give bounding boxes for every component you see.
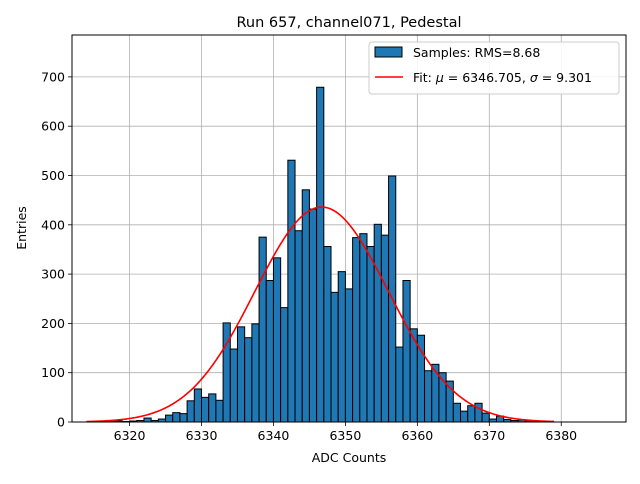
y-tick-label: 500	[41, 168, 65, 183]
histogram-bar	[266, 281, 273, 422]
x-tick-label: 6330	[186, 428, 218, 443]
histogram-bar	[288, 160, 295, 422]
histogram-bar	[144, 418, 151, 422]
histogram-bar	[324, 246, 331, 422]
histogram-bar	[273, 258, 280, 422]
y-tick-label: 700	[41, 69, 65, 84]
y-tick-label: 0	[57, 415, 65, 430]
x-tick-label: 6350	[329, 428, 361, 443]
histogram-bar	[338, 272, 345, 422]
histogram-bar	[432, 364, 439, 422]
histogram-bar	[374, 224, 381, 422]
y-axis-label: Entries	[14, 206, 29, 250]
histogram-bar	[302, 190, 309, 422]
x-tick-label: 6360	[401, 428, 433, 443]
histogram-bar	[173, 413, 180, 422]
legend-mu-symbol: μ	[435, 70, 444, 85]
histogram-bar	[216, 400, 223, 422]
histogram-bar	[425, 371, 432, 422]
y-tick-label: 200	[41, 316, 65, 331]
x-axis-label: ADC Counts	[312, 450, 387, 465]
legend-sigma-value: = 9.301	[538, 70, 592, 85]
histogram-bar	[317, 87, 324, 422]
histogram-bar	[295, 231, 302, 422]
histogram-bar	[281, 308, 288, 422]
histogram-bar	[245, 338, 252, 422]
histogram-bar	[194, 389, 201, 422]
histogram-bar	[461, 411, 468, 422]
legend: Samples: RMS=8.68 Fit: μ = 6346.705, σ =…	[369, 42, 619, 94]
histogram-bar	[396, 347, 403, 422]
legend-fit-label: Fit: μ = 6346.705, σ = 9.301	[413, 70, 592, 85]
histogram-bar	[331, 292, 338, 422]
histogram-bar	[209, 394, 216, 422]
histogram-bar	[453, 403, 460, 422]
histogram-bar	[353, 238, 360, 422]
histogram-bar	[360, 234, 367, 422]
histogram-bar	[230, 349, 237, 422]
legend-fit-prefix: Fit:	[413, 70, 436, 85]
x-tick-label: 6380	[545, 428, 577, 443]
histogram-bar	[468, 406, 475, 422]
histogram-bar	[482, 413, 489, 422]
legend-samples-swatch	[375, 47, 402, 57]
histogram-bar	[259, 237, 266, 422]
histogram-bar	[417, 335, 424, 422]
y-tick-label: 600	[41, 119, 65, 134]
x-tick-label: 6340	[258, 428, 290, 443]
histogram-bar	[180, 414, 187, 422]
histogram-bar	[381, 235, 388, 422]
histogram-bar	[166, 415, 173, 422]
x-tick-label: 6370	[473, 428, 505, 443]
histogram-bar	[237, 327, 244, 422]
histogram-bar	[309, 209, 316, 422]
histogram-bar	[403, 281, 410, 422]
histogram-bar	[252, 324, 259, 422]
histogram-bar	[345, 289, 352, 422]
y-tick-label: 100	[41, 365, 65, 380]
histogram-bar	[187, 401, 194, 422]
histogram-bar	[367, 246, 374, 422]
y-tick-label: 400	[41, 217, 65, 232]
x-tick-label: 6320	[114, 428, 146, 443]
histogram-bar	[202, 397, 209, 422]
legend-samples-label: Samples: RMS=8.68	[413, 45, 540, 60]
y-tick-label: 300	[41, 267, 65, 282]
chart-title: Run 657, channel071, Pedestal	[236, 15, 461, 31]
legend-mu-value: = 6346.705,	[444, 70, 530, 85]
